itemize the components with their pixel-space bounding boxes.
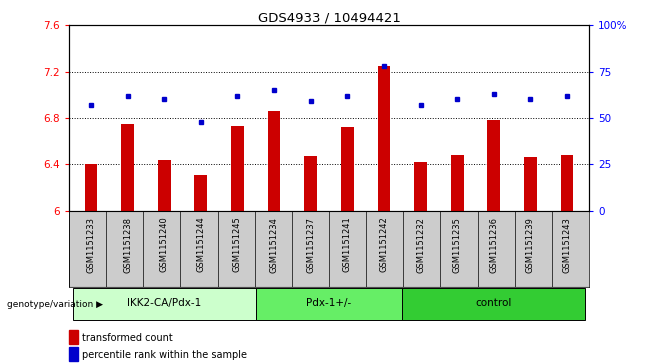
Text: GSM1151242: GSM1151242 <box>380 217 388 272</box>
Text: GSM1151243: GSM1151243 <box>563 217 571 273</box>
Bar <box>304 156 317 211</box>
Bar <box>195 175 207 211</box>
Bar <box>488 120 500 211</box>
Bar <box>378 66 390 211</box>
Text: Pdx-1+/-: Pdx-1+/- <box>307 298 351 308</box>
Bar <box>85 164 97 211</box>
Text: IKK2-CA/Pdx-1: IKK2-CA/Pdx-1 <box>127 298 201 308</box>
Text: genotype/variation ▶: genotype/variation ▶ <box>7 299 103 309</box>
Text: GSM1151240: GSM1151240 <box>160 217 168 272</box>
Bar <box>524 157 537 211</box>
Title: GDS4933 / 10494421: GDS4933 / 10494421 <box>257 11 401 24</box>
Text: GSM1151235: GSM1151235 <box>453 217 462 273</box>
Text: percentile rank within the sample: percentile rank within the sample <box>82 350 247 360</box>
Bar <box>451 155 463 211</box>
Bar <box>268 111 280 211</box>
Bar <box>69 347 78 361</box>
Bar <box>341 127 354 211</box>
Text: GSM1151241: GSM1151241 <box>343 217 352 272</box>
Bar <box>402 289 585 319</box>
Text: GSM1151232: GSM1151232 <box>416 217 425 273</box>
Text: GSM1151238: GSM1151238 <box>123 217 132 273</box>
Bar <box>256 289 402 319</box>
Text: GSM1151239: GSM1151239 <box>526 217 535 273</box>
Text: GSM1151236: GSM1151236 <box>490 217 498 273</box>
Text: GSM1151233: GSM1151233 <box>87 217 95 273</box>
Text: transformed count: transformed count <box>82 333 173 343</box>
Bar <box>121 124 134 211</box>
Text: GSM1151245: GSM1151245 <box>233 217 242 272</box>
Bar <box>561 155 573 211</box>
Text: control: control <box>476 298 512 308</box>
Text: GSM1151234: GSM1151234 <box>270 217 278 273</box>
Bar <box>69 330 78 344</box>
Text: GSM1151244: GSM1151244 <box>196 217 205 272</box>
Bar <box>231 126 244 211</box>
Bar <box>414 162 427 211</box>
Bar <box>73 289 256 319</box>
Bar <box>158 160 170 211</box>
Text: GSM1151237: GSM1151237 <box>306 217 315 273</box>
